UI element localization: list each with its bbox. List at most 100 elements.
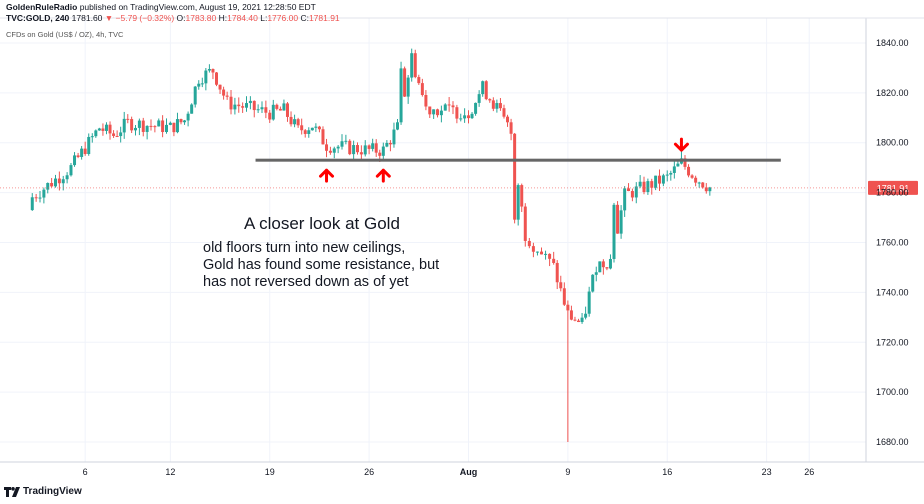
candle-body	[186, 113, 190, 121]
candle-body	[562, 288, 566, 305]
y-tick-label: 1840.00	[876, 38, 909, 48]
open-key: O:	[176, 13, 186, 23]
candle-body	[491, 100, 495, 109]
candle-body	[367, 145, 371, 149]
candle-body	[527, 240, 531, 247]
annotation-title: A closer look at Gold	[244, 214, 400, 233]
candles-layer	[30, 48, 712, 443]
candle-body	[654, 175, 658, 188]
candle-body	[317, 126, 321, 130]
candle-body	[474, 102, 478, 114]
candle-body	[406, 77, 410, 97]
candle-body	[580, 317, 584, 323]
candle-body	[552, 258, 556, 263]
candle-body	[396, 122, 400, 130]
y-tick-label: 1700.00	[876, 387, 909, 397]
candle-body	[264, 107, 268, 113]
candle-body	[325, 144, 329, 151]
candle-body	[161, 120, 165, 133]
candle-body	[46, 182, 50, 190]
candle-body	[642, 181, 646, 193]
low-key: L:	[260, 13, 268, 23]
candle-body	[332, 148, 336, 153]
candle-body	[289, 116, 293, 125]
candle-body	[193, 86, 197, 105]
candle-body	[676, 163, 680, 167]
annotation-layer: 1781.91	[0, 137, 918, 195]
candle-body	[38, 197, 42, 199]
candle-body	[627, 188, 631, 192]
candle-body	[587, 291, 591, 314]
candle-body	[229, 96, 233, 110]
annotation-line: old floors turn into new ceilings,	[203, 240, 406, 256]
candle-body	[612, 204, 616, 259]
candle-body	[328, 150, 332, 153]
candle-body	[87, 136, 91, 154]
candle-body	[237, 104, 241, 107]
y-tick-label: 1720.00	[876, 337, 909, 347]
candle-body	[623, 188, 627, 211]
candle-body	[466, 115, 470, 119]
candle-body	[531, 246, 535, 252]
annotation-line: Gold has found some resistance, but	[203, 257, 440, 273]
tradingview-logo[interactable]: TradingView	[4, 486, 82, 497]
candle-body	[658, 175, 662, 184]
candle-body	[591, 274, 595, 292]
candle-body	[704, 187, 708, 192]
candle-body	[555, 262, 559, 283]
candle-body	[222, 89, 226, 96]
candle-body	[520, 185, 524, 207]
candle-body	[608, 258, 612, 269]
candle-body	[168, 122, 172, 125]
candle-body	[183, 120, 187, 123]
candle-body	[179, 119, 183, 123]
candle-body	[101, 128, 105, 131]
candle-body	[381, 146, 385, 156]
candle-body	[513, 133, 517, 220]
last-price-tag	[868, 180, 918, 195]
last-price-tag-label: 1781.91	[877, 183, 910, 193]
candle-body	[282, 103, 286, 111]
symbol-label: TVC:GOLD, 240	[6, 13, 70, 23]
candle-body	[630, 191, 634, 198]
candle-body	[359, 152, 363, 155]
candle-body	[157, 120, 161, 127]
chart-header: GoldenRuleRadio published on TradingView…	[6, 2, 340, 24]
x-tick-label: Aug	[460, 467, 478, 477]
annotation-body: old floors turn into new ceilings, Gold …	[203, 240, 439, 291]
candle-body	[417, 77, 421, 84]
candle-body	[403, 68, 407, 97]
candle-body	[50, 182, 54, 187]
candle-body	[348, 140, 352, 155]
candle-body	[687, 166, 691, 176]
x-tick-label: 9	[565, 467, 570, 477]
candle-body	[218, 84, 222, 90]
candle-body	[509, 122, 513, 134]
candle-body	[443, 104, 447, 111]
candle-body	[30, 197, 34, 211]
candle-body	[164, 124, 168, 133]
candle-body	[248, 100, 252, 104]
high-key: H:	[218, 13, 228, 23]
y-tick-label: 1760.00	[876, 237, 909, 247]
candle-body	[145, 125, 149, 132]
candle-body	[601, 261, 605, 268]
candle-body	[378, 152, 382, 156]
candle-body	[495, 103, 499, 109]
candle-body	[498, 103, 502, 109]
candle-body	[204, 70, 208, 84]
candle-body	[502, 108, 506, 117]
x-tick-label: 26	[804, 467, 814, 477]
candle-body	[598, 261, 602, 273]
candle-body	[584, 313, 588, 318]
candle-body	[275, 104, 279, 109]
candle-body	[260, 107, 264, 110]
candle-body	[296, 119, 300, 126]
candle-body	[141, 120, 145, 132]
x-tick-label: 26	[364, 467, 374, 477]
author-name[interactable]: GoldenRuleRadio	[6, 2, 78, 12]
candle-body	[126, 118, 130, 120]
candle-body	[634, 186, 638, 198]
candle-body	[104, 124, 108, 131]
